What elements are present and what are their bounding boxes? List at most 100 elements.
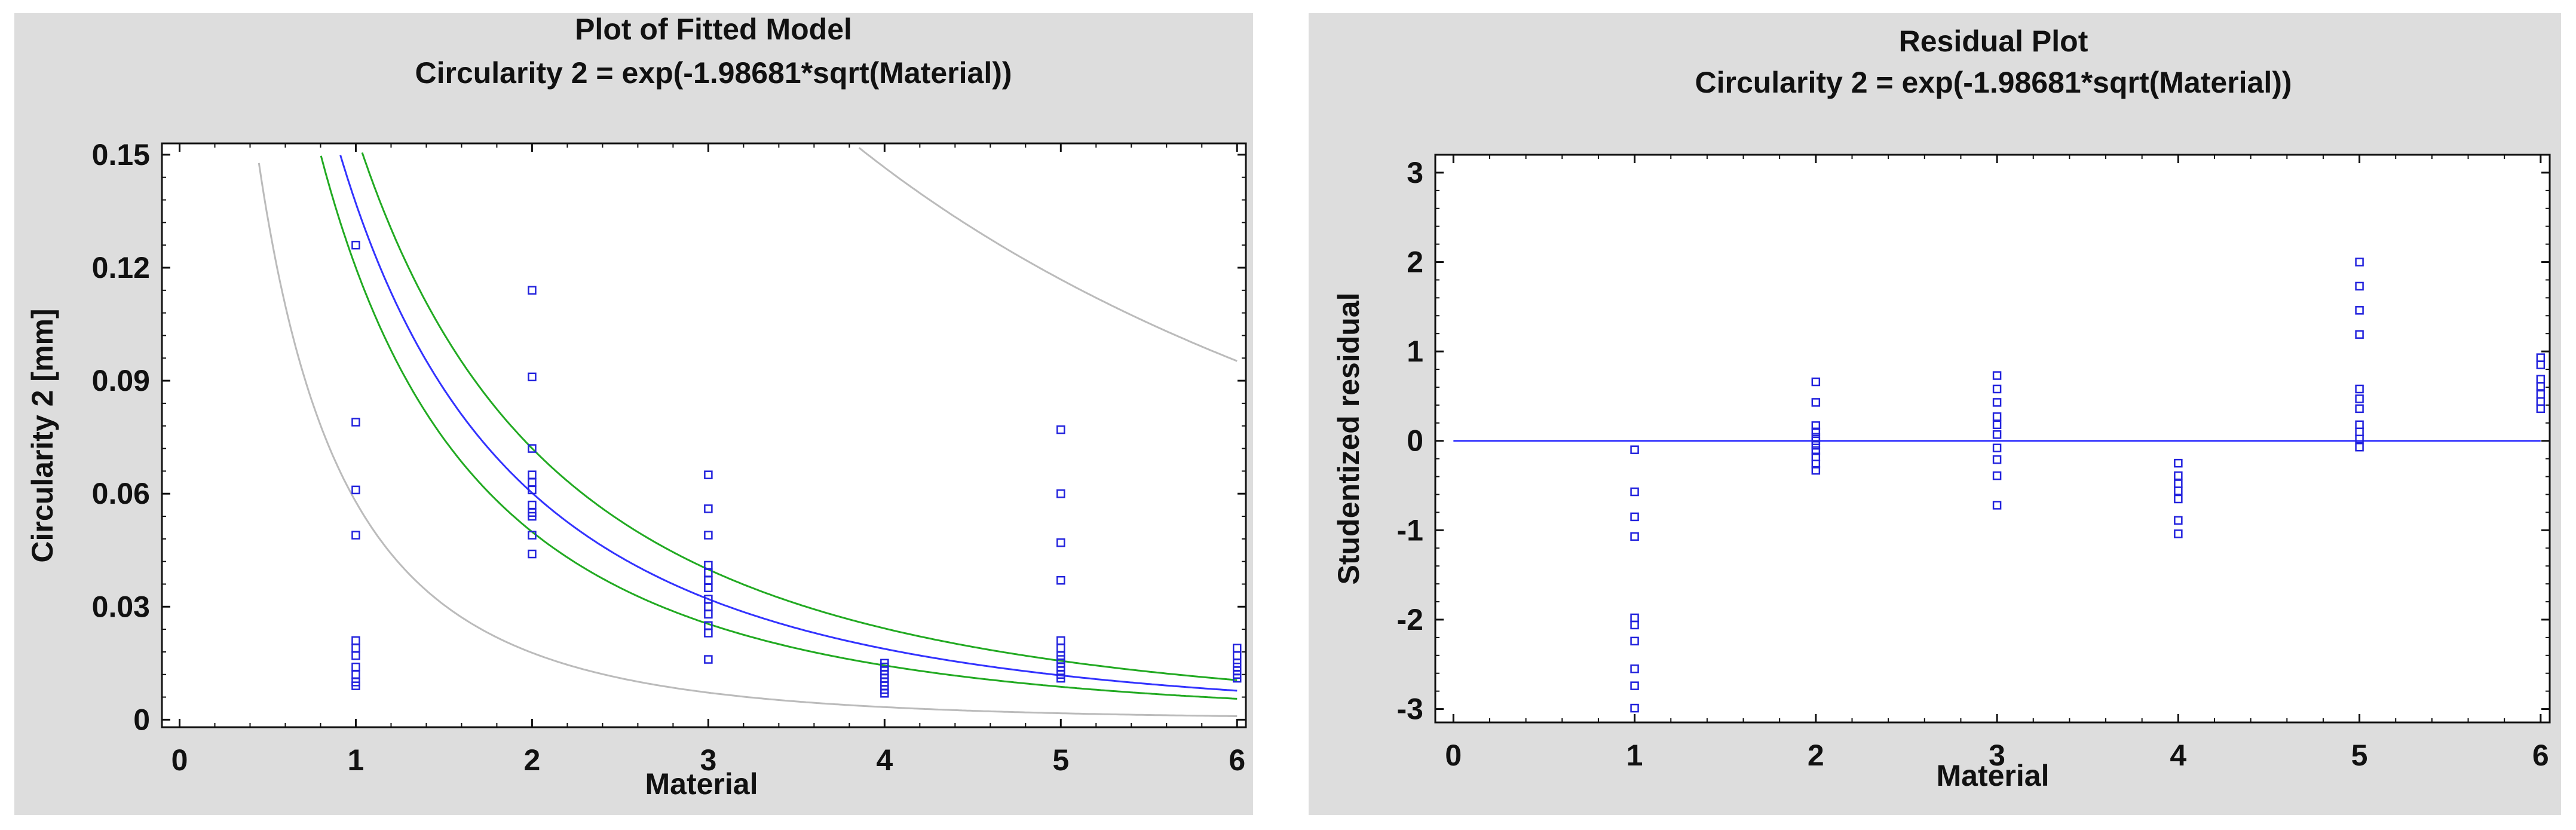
y-tick-label: 0.06 [92,477,150,510]
data-point [1992,455,2002,464]
data-point [528,372,537,382]
data-point [704,629,713,638]
data-point [1056,425,1065,434]
data-point [2536,360,2546,369]
data-point [704,610,713,619]
data-point [704,583,713,593]
data-point [1811,436,1821,445]
data-point [1992,471,2002,480]
data-point [1056,575,1065,585]
data-point [1992,443,2002,452]
data-point [1811,440,1821,450]
data-point [2355,442,2364,452]
x-axis-label: Material [645,767,758,801]
data-point [351,651,360,660]
upper-confidence-limit [361,152,1238,681]
data-point [2174,516,2183,525]
data-point [704,504,713,513]
data-point [351,240,360,250]
data-point [2355,258,2364,267]
y-tick-labels: 0 0.03 0.06 0.09 0.12 0.15 [92,138,150,736]
fitted-model-panel: Plot of Fitted Model Circularity 2 = exp… [14,13,1253,815]
data-point [1811,398,1821,407]
data-point [1630,636,1639,646]
x-tick-labels: 0 1 2 3 4 5 6 [171,743,1246,777]
data-point [1992,371,2002,380]
tick-marks [162,143,1246,727]
data-point [2536,404,2546,414]
plot-area [161,142,1247,728]
y-tick-label: -2 [1397,603,1423,636]
data-point [528,531,537,540]
y-tick-label: 0.03 [92,590,150,623]
y-tick-label: 0.09 [92,364,150,397]
x-tick-label: 2 [1808,739,1824,772]
data-point [2355,384,2364,394]
data-point [1811,427,1821,437]
x-tick-labels: 0 1 2 3 4 5 6 [1445,739,2549,772]
y-tick-label: 2 [1407,246,1423,279]
data-point [2355,434,2364,443]
x-tick-label: 6 [2532,739,2549,772]
data-point [351,531,360,540]
chart-title: Residual Plot [1899,24,2088,58]
data-point [1811,421,1821,430]
y-tick-label: 0.15 [92,138,150,171]
data-point [1233,673,1242,683]
data-point [1992,384,2002,394]
data-point [2174,486,2183,495]
data-point [1056,673,1065,683]
data-point [1992,398,2002,407]
data-point [704,531,713,540]
lower-prediction-limit [258,163,1238,717]
x-tick-label: 1 [1627,739,1643,772]
y-tick-label: 0 [133,703,150,736]
data-point [1811,446,1821,455]
data-point [1992,430,2002,439]
data-point [1056,489,1065,498]
x-tick-label: 4 [876,743,893,777]
data-point [704,655,713,664]
data-point [1811,465,1821,475]
y-tick-label: -3 [1397,693,1423,726]
data-point [528,485,537,495]
y-tick-label: 0 [1407,424,1423,458]
data-point [2174,494,2183,504]
lower-confidence-limit [320,155,1238,700]
data-point [2355,404,2364,414]
data-point [1630,532,1639,541]
data-point [528,512,537,521]
data-point [704,470,713,479]
y-tick-label: -1 [1397,513,1423,547]
x-tick-label: 0 [1445,739,1462,772]
data-point [351,485,360,495]
data-point [1630,445,1639,454]
data-point [2355,306,2364,315]
x-tick-label: 1 [348,743,365,777]
data-point [880,689,889,698]
data-point [2355,394,2364,403]
data-point [2355,330,2364,339]
data-point [1056,538,1065,547]
y-tick-label: 0.12 [92,251,150,284]
data-point [1630,487,1639,497]
x-tick-label: 3 [1989,739,2005,772]
fitted-model-chart: Plot of Fitted Model Circularity 2 = exp… [26,13,1247,801]
fitted-line-group [339,155,1238,692]
y-tick-label: 3 [1407,156,1423,189]
x-tick-label: 5 [2351,739,2368,772]
observation-points [351,240,1242,698]
plot-area [1434,154,2551,724]
fitted-line [339,155,1238,692]
chart-title: Plot of Fitted Model [575,13,852,46]
data-point [351,418,360,427]
data-point [528,286,537,295]
data-point [2174,471,2183,480]
prediction-limit-lines [258,147,1238,717]
y-tick-label: 1 [1407,335,1423,368]
upper-prediction-limit [858,147,1238,362]
y-axis-label: Studentized residual [1332,293,1365,585]
data-point [1630,703,1639,713]
data-point [1992,501,2002,510]
data-point [528,549,537,559]
